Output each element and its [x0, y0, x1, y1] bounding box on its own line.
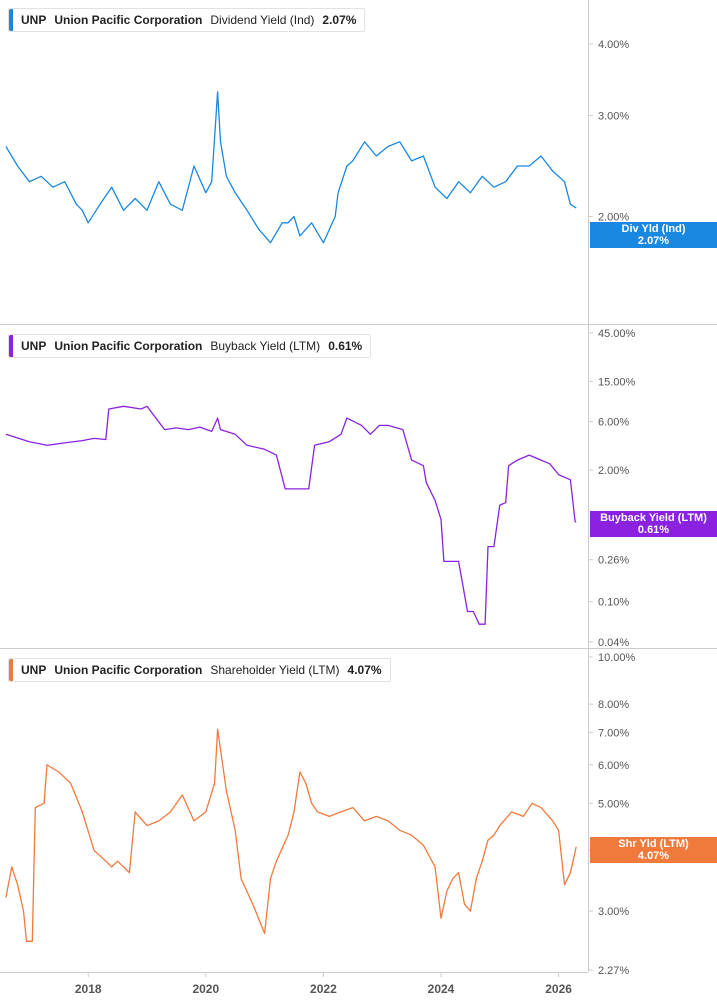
legend-value: 4.07% — [347, 663, 382, 677]
y-tick-label: 4.00% — [598, 39, 629, 51]
value-tag-label: Div Yld (Ind) — [621, 223, 686, 235]
y-tick-label: 15.00% — [598, 376, 636, 388]
legend-buyback-yield[interactable]: UNP Union Pacific Corporation Buyback Yi… — [8, 334, 372, 358]
y-tick-label: 0.26% — [598, 555, 629, 567]
y-tick-label: 5.00% — [598, 798, 629, 810]
legend-swatch-orange — [9, 659, 13, 681]
value-tag-value: 2.07% — [637, 235, 670, 247]
value-tag-dividend-yield: Div Yld (Ind) 2.07% — [590, 222, 717, 248]
y-tick-label: 2.27% — [598, 965, 629, 977]
value-tag-value: 0.61% — [637, 524, 670, 536]
y-tick-label: 6.00% — [598, 417, 629, 429]
x-tick-label: 2024 — [428, 982, 455, 996]
y-tick-label: 10.00% — [598, 652, 636, 664]
legend-value: 2.07% — [322, 13, 357, 27]
value-tag-value: 4.07% — [637, 850, 670, 862]
y-tick-label: 0.04% — [598, 637, 629, 649]
legend-company: Union Pacific Corporation — [54, 663, 203, 677]
series-line-2 — [5, 728, 577, 942]
value-tag-shareholder-yield: Shr Yld (LTM) 4.07% — [590, 837, 717, 863]
y-tick-label: 2.00% — [598, 465, 629, 477]
x-tick-label: 2022 — [310, 982, 337, 996]
value-tag-buyback-yield: Buyback Yield (LTM) 0.61% — [590, 511, 717, 537]
value-tag-label: Buyback Yield (LTM) — [600, 512, 707, 524]
y-tick-label: 7.00% — [598, 727, 629, 739]
legend-ticker: UNP — [21, 663, 47, 677]
y-tick-label: 8.00% — [598, 699, 629, 711]
y-tick-label: 0.10% — [598, 597, 629, 609]
y-tick-label: 45.00% — [598, 328, 636, 340]
value-tag-label: Shr Yld (LTM) — [618, 838, 689, 850]
legend-swatch-purple — [9, 335, 13, 357]
x-tick-label: 2020 — [192, 982, 219, 996]
legend-dividend-yield[interactable]: UNP Union Pacific Corporation Dividend Y… — [8, 8, 366, 32]
y-tick-label: 3.00% — [598, 906, 629, 918]
y-tick-label: 3.00% — [598, 111, 629, 123]
legend-metric: Shareholder Yield (LTM) — [210, 663, 340, 677]
series-line-0 — [5, 91, 577, 244]
legend-company: Union Pacific Corporation — [54, 13, 203, 27]
legend-metric: Dividend Yield (Ind) — [210, 13, 315, 27]
legend-ticker: UNP — [21, 339, 47, 353]
x-tick-label: 2026 — [545, 982, 572, 996]
legend-value: 0.61% — [328, 339, 363, 353]
legend-shareholder-yield[interactable]: UNP Union Pacific Corporation Shareholde… — [8, 658, 391, 682]
legend-metric: Buyback Yield (LTM) — [210, 339, 321, 353]
y-tick-label: 2.00% — [598, 211, 629, 223]
y-tick-label: 6.00% — [598, 760, 629, 772]
legend-ticker: UNP — [21, 13, 47, 27]
x-tick-label: 2018 — [75, 982, 102, 996]
series-line-1 — [5, 405, 577, 625]
legend-swatch-blue — [9, 9, 13, 31]
legend-company: Union Pacific Corporation — [54, 339, 203, 353]
